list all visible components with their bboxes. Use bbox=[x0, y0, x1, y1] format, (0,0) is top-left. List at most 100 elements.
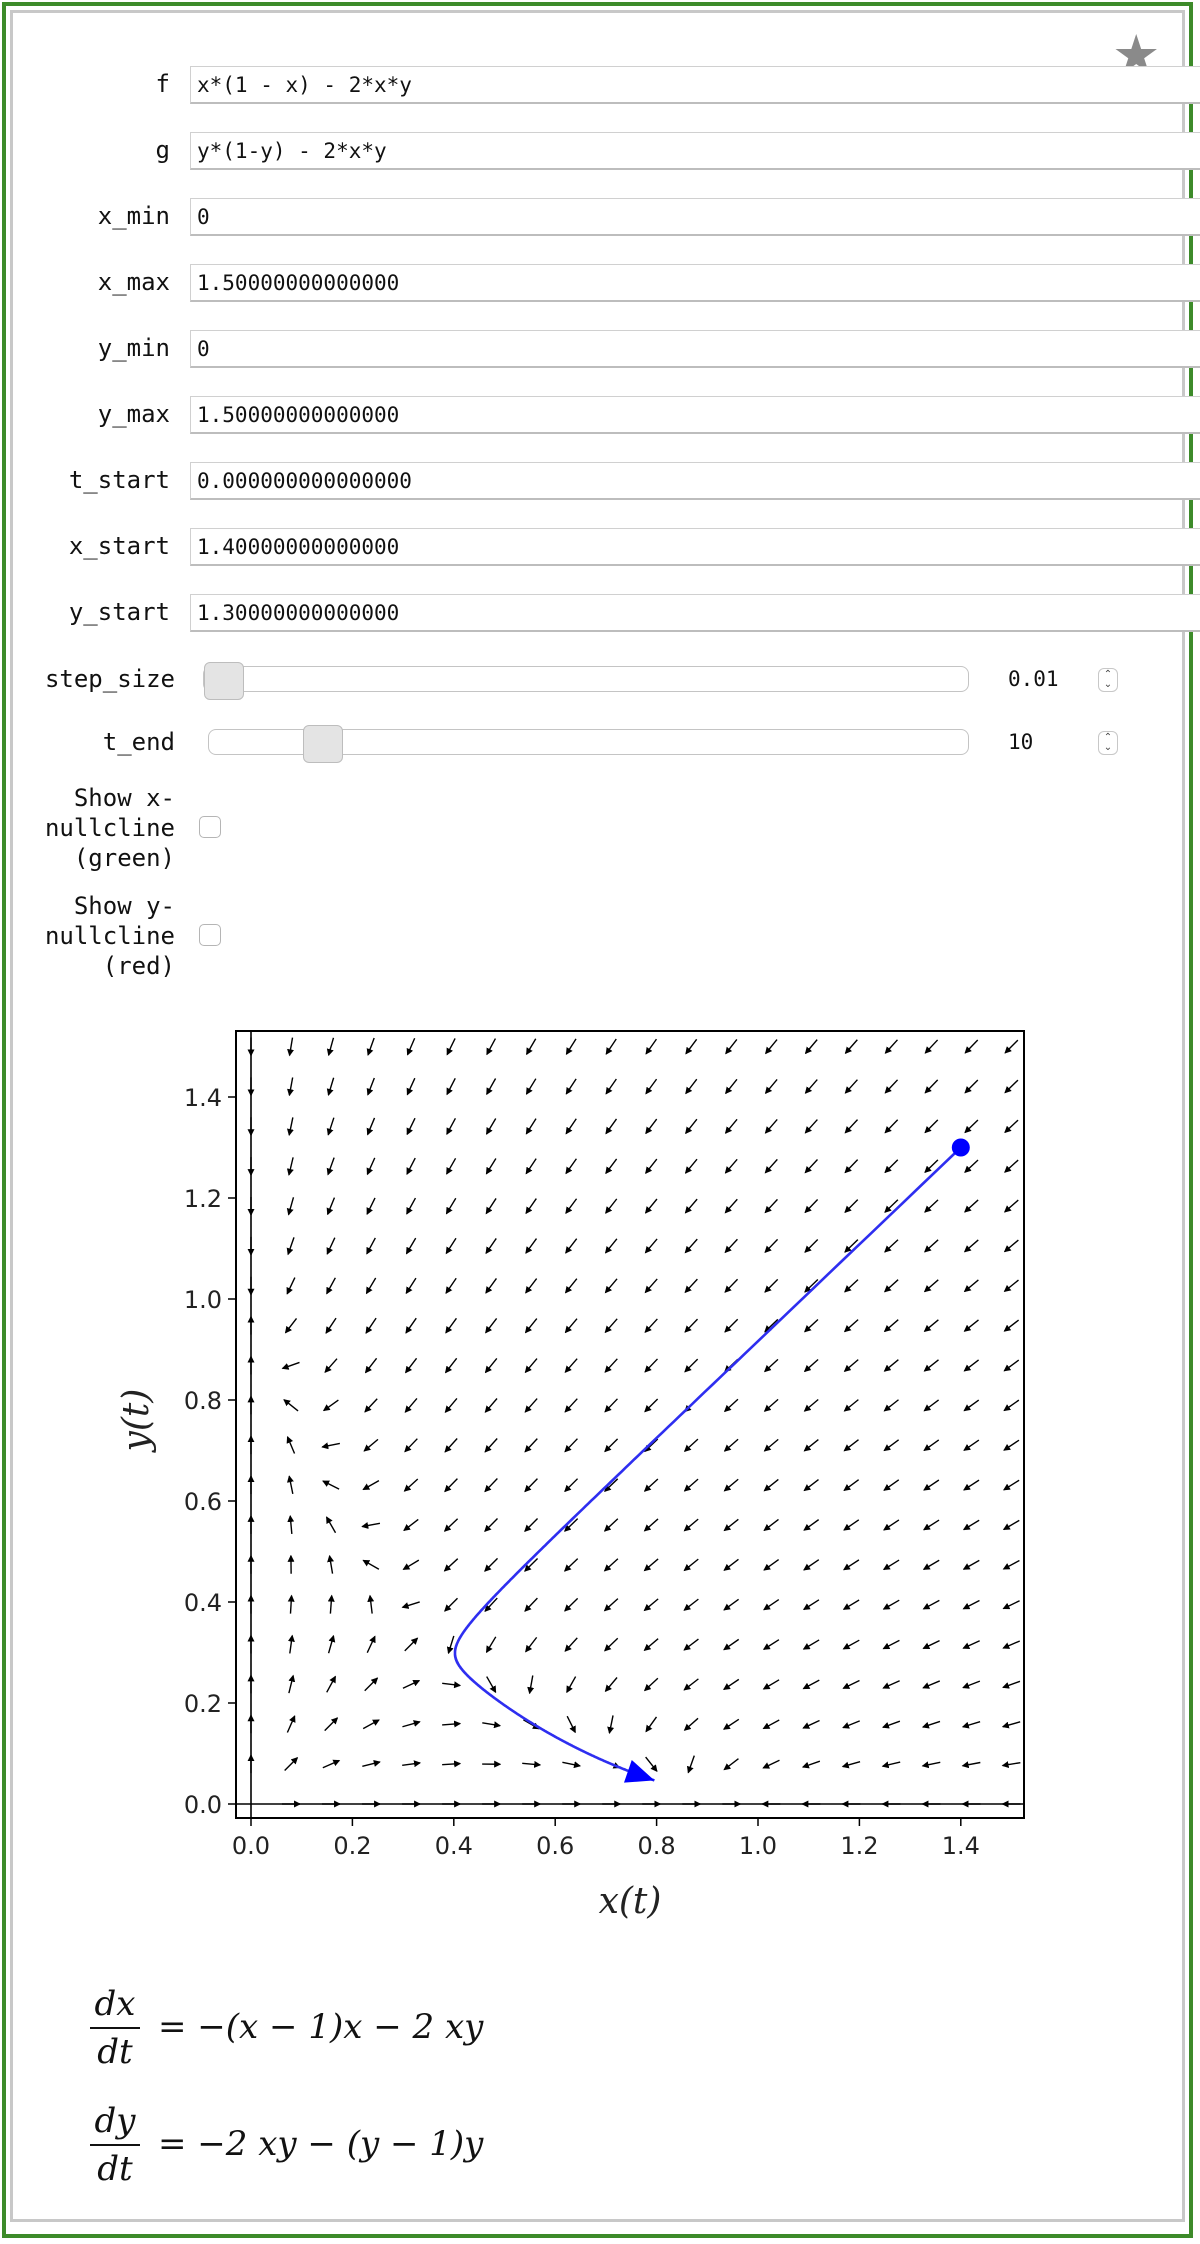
field-arrow bbox=[683, 1438, 699, 1452]
field-arrow bbox=[484, 1478, 498, 1493]
t-start-input[interactable] bbox=[190, 462, 1200, 500]
field-arrow bbox=[526, 1038, 537, 1056]
field-arrow bbox=[884, 1239, 899, 1253]
field-arrow bbox=[764, 1318, 779, 1333]
y-nullcline-checkbox[interactable] bbox=[199, 924, 221, 946]
field-arrow bbox=[402, 1679, 421, 1689]
field-arrow bbox=[841, 1761, 861, 1769]
field-arrow bbox=[522, 1760, 542, 1768]
field-arrow bbox=[843, 1439, 859, 1452]
field-arrow bbox=[964, 1159, 979, 1173]
field-arrow bbox=[365, 1277, 377, 1295]
step-size-value[interactable]: 0.01 bbox=[1008, 667, 1059, 691]
field-arrow bbox=[525, 1078, 537, 1095]
x-min-input[interactable] bbox=[190, 198, 1200, 236]
y-tick-label: 0.8 bbox=[184, 1387, 222, 1415]
field-arrow bbox=[884, 1079, 899, 1094]
y-max-input[interactable] bbox=[190, 396, 1200, 434]
x-nullcline-checkbox[interactable] bbox=[199, 816, 221, 838]
field-arrow bbox=[484, 1518, 498, 1533]
dy-dt-fraction: dy dt bbox=[90, 2100, 140, 2190]
field-arrow bbox=[405, 1237, 417, 1255]
field-arrow bbox=[604, 1238, 618, 1254]
field-arrow bbox=[645, 1078, 658, 1095]
field-arrow bbox=[684, 1198, 698, 1214]
field-arrow bbox=[442, 1681, 462, 1689]
field-arrow bbox=[406, 1037, 416, 1056]
field-arrow bbox=[722, 1718, 740, 1730]
x-max-input[interactable] bbox=[190, 264, 1200, 302]
field-arrow bbox=[564, 1398, 578, 1413]
input-row-y-start: y_start bbox=[0, 590, 1200, 634]
f-input[interactable] bbox=[190, 66, 1200, 104]
field-arrow bbox=[724, 1238, 738, 1254]
field-arrow bbox=[1004, 1119, 1019, 1134]
field-arrow bbox=[683, 1558, 699, 1572]
field-arrow bbox=[321, 1442, 341, 1450]
step-size-slider-track[interactable] bbox=[203, 662, 969, 700]
field-arrow bbox=[962, 1599, 980, 1610]
field-arrow bbox=[1002, 1680, 1021, 1689]
field-arrow bbox=[883, 1279, 899, 1293]
field-arrow bbox=[524, 1478, 538, 1493]
field-arrow bbox=[644, 1238, 658, 1254]
dx-denominator: dt bbox=[97, 2032, 133, 2072]
field-arrow bbox=[1003, 1439, 1020, 1451]
field-arrow bbox=[923, 1399, 940, 1412]
field-arrow bbox=[843, 1559, 860, 1571]
t-end-value[interactable]: 10 bbox=[1008, 730, 1034, 754]
field-arrow bbox=[362, 1719, 380, 1730]
field-arrow bbox=[884, 1159, 899, 1174]
field-arrow bbox=[484, 1557, 499, 1572]
field-arrow bbox=[484, 1358, 498, 1374]
field-arrow bbox=[604, 1438, 619, 1453]
field-arrow bbox=[924, 1119, 939, 1134]
field-arrow bbox=[725, 1078, 738, 1095]
field-arrow bbox=[327, 1634, 336, 1654]
y-start-input[interactable] bbox=[190, 594, 1200, 632]
field-arrow bbox=[882, 1599, 900, 1610]
t-end-spinner[interactable]: ⌃ ⌄ bbox=[1098, 731, 1118, 755]
interact-panel bbox=[10, 10, 1185, 2222]
field-arrow bbox=[644, 1358, 658, 1373]
field-arrow bbox=[723, 1518, 739, 1532]
field-arrow bbox=[524, 1398, 538, 1413]
field-arrow bbox=[286, 1117, 294, 1137]
field-arrow bbox=[724, 1318, 739, 1333]
y-min-input[interactable] bbox=[190, 330, 1200, 368]
field-arrow bbox=[442, 1720, 462, 1728]
field-arrow bbox=[1001, 1761, 1021, 1769]
field-arrow bbox=[607, 1715, 615, 1735]
x-start-input[interactable] bbox=[190, 528, 1200, 566]
field-arrow bbox=[367, 1594, 375, 1614]
field-arrow bbox=[922, 1680, 941, 1689]
field-arrow bbox=[325, 1317, 337, 1334]
field-arrow bbox=[763, 1478, 779, 1492]
field-arrow bbox=[963, 1279, 979, 1293]
field-arrow bbox=[883, 1479, 900, 1491]
field-arrow bbox=[683, 1478, 699, 1492]
t-end-slider-track[interactable] bbox=[208, 725, 969, 763]
step-size-slider-handle[interactable] bbox=[204, 662, 244, 700]
field-arrow bbox=[763, 1599, 780, 1611]
field-arrow bbox=[366, 1077, 375, 1096]
field-arrow bbox=[326, 1117, 335, 1136]
field-arrow bbox=[326, 1037, 335, 1057]
field-arrow bbox=[446, 1157, 457, 1175]
field-arrow bbox=[962, 1519, 980, 1531]
field-arrow bbox=[882, 1680, 900, 1689]
field-arrow bbox=[643, 1558, 659, 1572]
input-label-x-start: x_start bbox=[68, 532, 170, 560]
g-input[interactable] bbox=[190, 132, 1200, 170]
t-end-slider-handle[interactable] bbox=[302, 725, 343, 763]
field-arrow bbox=[801, 1760, 821, 1769]
field-arrow bbox=[402, 1760, 422, 1768]
field-arrow bbox=[286, 1237, 295, 1256]
field-arrow bbox=[444, 1597, 458, 1612]
field-arrow bbox=[605, 1038, 617, 1055]
field-arrow bbox=[485, 1318, 498, 1334]
field-arrow bbox=[765, 1039, 778, 1055]
step-size-spinner[interactable]: ⌃ ⌄ bbox=[1098, 668, 1118, 692]
field-arrow bbox=[482, 1721, 502, 1729]
field-arrow bbox=[327, 1554, 335, 1574]
